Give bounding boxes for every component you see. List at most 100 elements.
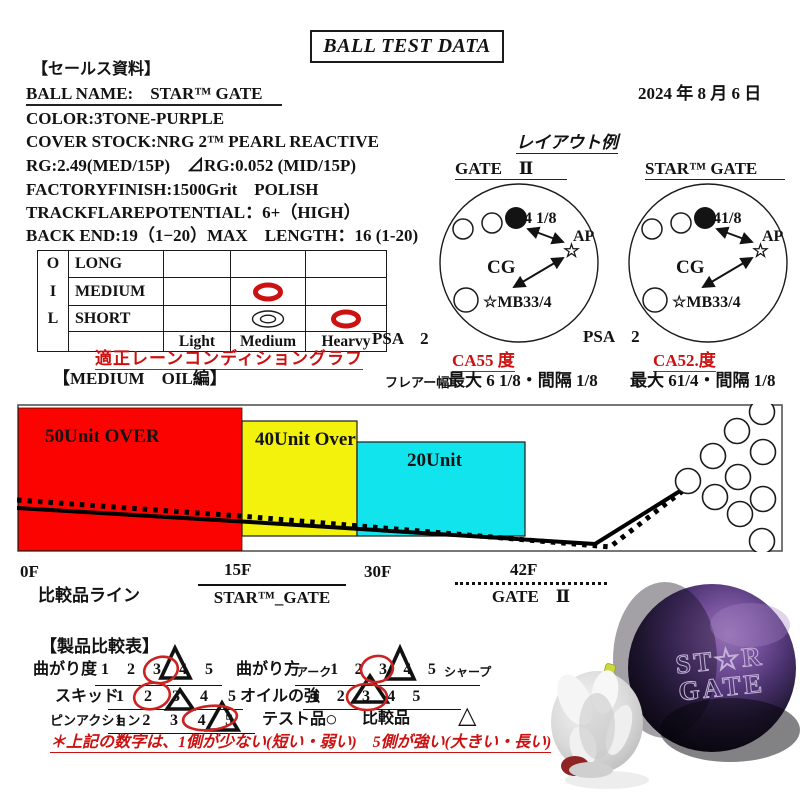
scale-4: 4 [179, 661, 187, 678]
scale-4: 4 [200, 688, 208, 705]
cover-stock-line: COVER STOCK:NRG 2™ PEARL REACTIVE [26, 132, 379, 151]
grip-knob-accessory [551, 663, 649, 789]
layout-example-diagram: 4 1/8 AP ☆ CG ☆MB33/4 41/8 AP ☆ CG ☆MB33… [439, 183, 788, 343]
zone-50unit [18, 407, 243, 551]
color-line: COLOR:3TONE-PURPLE [26, 109, 225, 128]
scale-1: 1 [114, 712, 123, 729]
ap-star-icon: ☆ [563, 241, 580, 262]
layout-ball-gate2: 4 1/8 AP ☆ CG ☆MB33/4 [439, 183, 599, 343]
compare-row-label: ピンアクション [50, 713, 141, 728]
compare-row-label: スキッド [55, 688, 120, 705]
scale-4: 4 [403, 661, 412, 678]
zone-40unit-label: 40Unit Over [255, 429, 356, 450]
scale-2: 2 [142, 712, 151, 729]
finger-hole [641, 218, 663, 240]
oil-axis-letter: O [37, 250, 69, 278]
ap-to-mb-arrow [512, 257, 565, 288]
track-flare-line: TRACKFLAREPOTENTIAL：6+（HIGH） [26, 203, 361, 222]
compare-scale-row3: 1 2 3 4 5 [105, 712, 243, 730]
cg-label: CG [487, 257, 516, 278]
marker-cell-short-medium [230, 305, 306, 332]
lane-graph-subtitle: 【MEDIUM OIL編】 [53, 369, 227, 388]
oil-col-header: Hearvy [305, 331, 387, 352]
pin-gap-label: 41/8 [713, 210, 741, 227]
ball-outline [628, 183, 788, 343]
flare-label: フレアー幅 [385, 375, 450, 390]
solid-line-key [198, 584, 346, 586]
balance-hole [642, 287, 668, 313]
pin-marker [694, 207, 716, 229]
comparison-item-symbol-triangle: △ [458, 703, 477, 729]
ball-path-solid-stargate [17, 484, 690, 546]
scale-3: 3 [379, 661, 388, 678]
ca-angle-right: CA52.度 [653, 351, 716, 372]
marker-cell-short-heavy [305, 305, 387, 332]
pin-gap-label: 4 1/8 [524, 210, 556, 227]
page-title-box: BALL TEST DATA [310, 30, 504, 63]
scale-4: 4 [387, 688, 396, 705]
bowling-ball-photo: ST★R GATE [613, 582, 800, 762]
mb-label: ☆MB33/4 [483, 294, 552, 311]
compare-row-label: オイルの強 [240, 688, 321, 705]
date: 2024 年 8 月 6 日 [638, 84, 762, 103]
scale-1: 1 [101, 661, 109, 678]
layout-ball-stargate: 41/8 AP ☆ CG ☆MB33/4 [628, 183, 788, 343]
oil-row-label: MEDIUM [68, 277, 164, 306]
scale-underline [108, 709, 243, 710]
ball-name-line: BALL NAME: STAR™ GATE [26, 84, 282, 106]
layout-right-name: STAR™ GATE [645, 159, 785, 180]
oil-col-header: Light [163, 331, 231, 352]
flare-right: 最大 61/4・間隔 1/8 [630, 371, 776, 390]
scale-5: 5 [412, 688, 421, 705]
dotted-line-key [455, 582, 607, 585]
compare-scale-row1-left: 1 2 3 4 5 [92, 661, 222, 679]
ball-logo: ST★R GATE [674, 640, 767, 707]
zone-20unit [356, 441, 526, 537]
scale-suffix-sharp: シャープ [444, 665, 492, 679]
ap-label: AP [573, 228, 595, 245]
scale-3: 3 [153, 661, 161, 678]
oil-row-label: LONG [68, 250, 164, 278]
cg-label: CG [676, 257, 705, 278]
scale-underline [108, 733, 255, 734]
scale-2: 2 [127, 661, 135, 678]
finger-hole [670, 212, 692, 234]
product-photo: ST★R GATE [551, 582, 800, 789]
oil-axis-letter: L [37, 305, 69, 332]
zone-50unit-label: 50Unit OVER [45, 426, 160, 447]
lane-graph-caption: 適正レーンコンディショングラフ [95, 349, 363, 370]
solid-line-name: STAR™_GATE [213, 588, 331, 607]
pin-to-ap-arrow [715, 226, 754, 245]
test-item-symbol-circle: ○ [325, 707, 338, 731]
outline-oval-marker [251, 309, 285, 328]
scale-prefix-arc: アーク [296, 665, 332, 679]
red-oval-marker [331, 309, 361, 328]
page-title: BALL TEST DATA [323, 35, 491, 57]
psa-right: PSA 2 [583, 327, 640, 346]
sales-heading: 【セールス資料】 [32, 61, 161, 78]
factory-finish-line: FACTORYFINISH:1500Grit POLISH [26, 180, 319, 199]
compare-row-label: 曲がり度 [33, 661, 98, 678]
ap-star-icon: ☆ [752, 241, 769, 262]
scale-4: 4 [197, 712, 206, 729]
bowling-pins [674, 404, 777, 552]
finger-hole [481, 212, 503, 234]
scale-5: 5 [225, 712, 234, 729]
comparison-line-label: 比較品ライン [38, 586, 140, 605]
flare-left: 最大 6 1/8・間隔 1/8 [448, 371, 598, 390]
comparison-item-label: 比較品 [362, 710, 411, 727]
distance-mark-0f: 0F [20, 562, 39, 581]
finger-hole [452, 218, 474, 240]
back-end-line: BACK END:19（1−20）MAX LENGTH：16 (1-20) [26, 226, 419, 245]
oil-row-label: SHORT [68, 305, 164, 332]
oil-col-header: Medium [230, 331, 306, 352]
rg-line: RG:2.49(MED/15P) ⊿RG:0.052 (MID/15P) [26, 156, 357, 175]
compare-scale-row2-left: 1 2 3 4 5 [106, 688, 246, 706]
scale-1: 1 [311, 688, 320, 705]
layout-left-name: GATE Ⅱ [455, 159, 567, 180]
pin-to-ap-arrow [526, 226, 565, 245]
pin-marker [505, 207, 527, 229]
scale-1: 1 [330, 661, 339, 678]
